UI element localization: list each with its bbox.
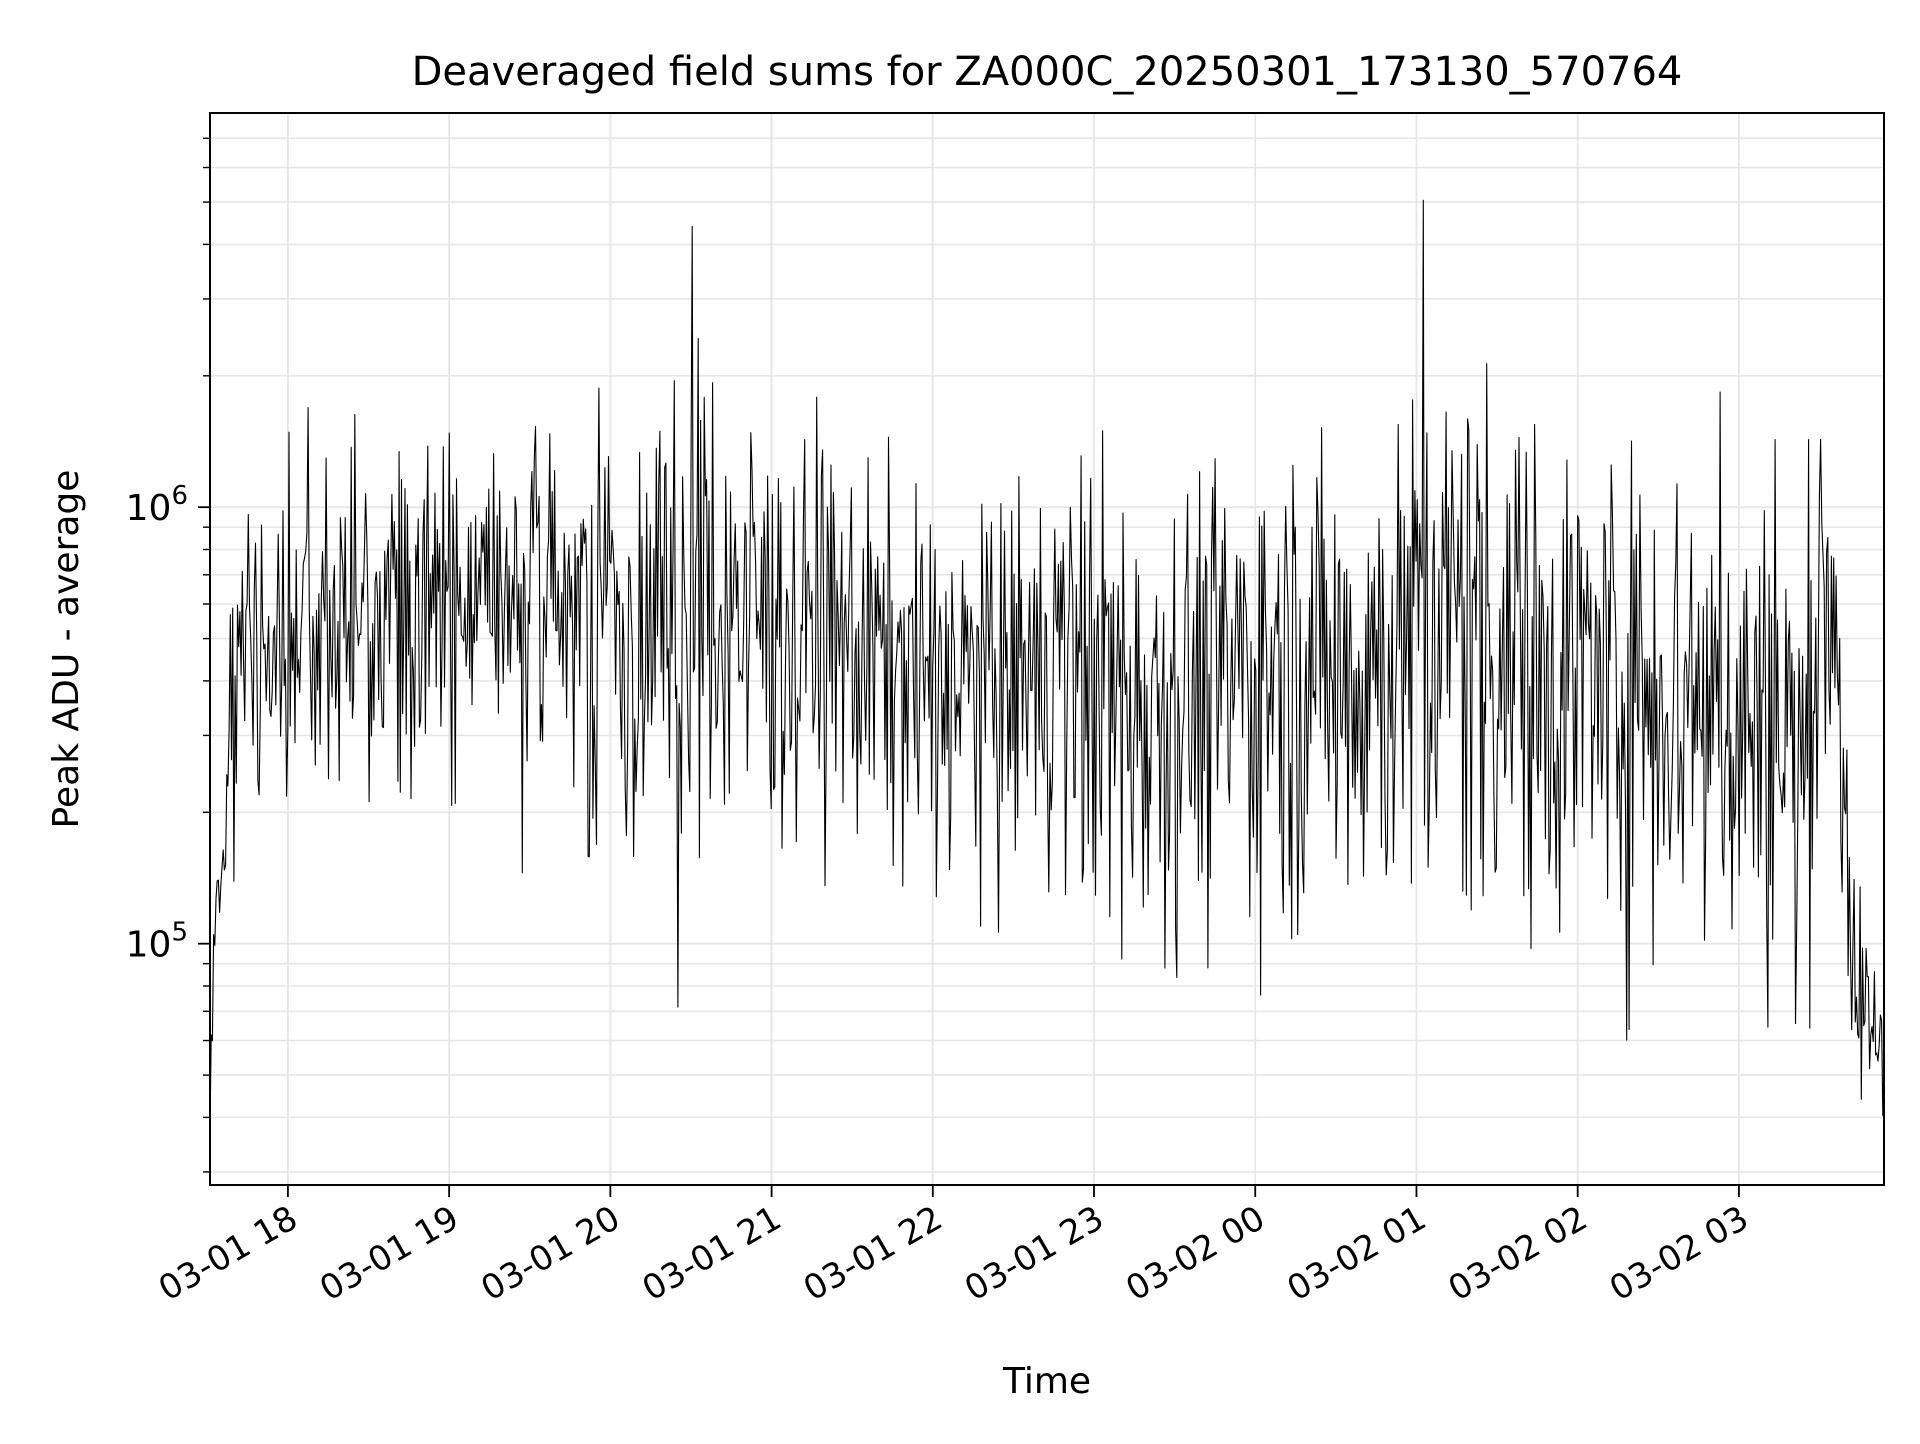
series-line	[209, 199, 1885, 1133]
chart-title: Deaveraged field sums for ZA000C_2025030…	[412, 49, 1683, 95]
x-axis-label: Time	[1002, 1361, 1091, 1402]
plot-frame	[209, 112, 1885, 1186]
y-axis-label: Peak ADU - average	[46, 470, 87, 829]
y-tick-label: 106	[126, 481, 188, 529]
y-tick-label: 105	[126, 918, 188, 966]
y-axis: 105 106	[126, 137, 210, 1173]
